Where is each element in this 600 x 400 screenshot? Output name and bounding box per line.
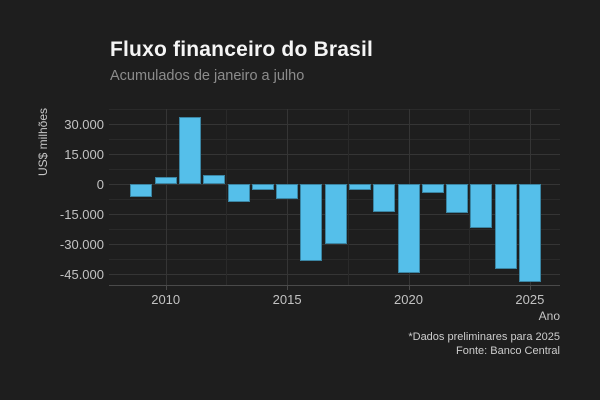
gridline-major-horizontal <box>109 124 560 125</box>
bar-2022 <box>446 184 469 214</box>
gridline-minor-horizontal <box>109 259 560 260</box>
y-tick-label: -45.000 <box>59 267 104 282</box>
gridline-major-horizontal <box>109 154 560 155</box>
bar-2017 <box>324 184 347 244</box>
x-axis-tick-mark <box>530 286 531 290</box>
gridline-minor-vertical <box>469 109 470 285</box>
bar-2016 <box>300 184 323 261</box>
bar-2024 <box>494 184 517 270</box>
bar-2015 <box>276 184 299 199</box>
y-axis-title: US$ milhões <box>36 107 50 176</box>
x-tick-label: 2025 <box>515 292 545 307</box>
bar-2018 <box>348 184 371 190</box>
caption: *Dados preliminares para 2025 Fonte: Ban… <box>408 330 560 358</box>
caption-source: Fonte: Banco Central <box>456 345 560 357</box>
y-tick-label: -15.000 <box>59 207 104 222</box>
bar-2013 <box>227 184 250 203</box>
gridline-minor-horizontal <box>109 139 560 140</box>
y-tick-label: 0 <box>96 177 104 192</box>
gridline-major-horizontal <box>109 244 560 245</box>
y-tick-label: -30.000 <box>59 237 104 252</box>
x-tick-label: 2020 <box>394 292 423 307</box>
x-tick-label: 2015 <box>272 292 302 307</box>
bar-2019 <box>373 184 396 213</box>
gridline-minor-horizontal <box>109 109 560 110</box>
bar-2025 <box>518 184 541 283</box>
gridline-major-vertical <box>166 109 167 285</box>
x-tick-label: 2010 <box>151 292 181 307</box>
x-axis-line <box>109 285 560 286</box>
y-tick-label: 30.000 <box>64 117 104 132</box>
gridline-minor-vertical <box>226 109 227 285</box>
x-axis-tick-mark <box>409 286 410 290</box>
bar-2010 <box>154 176 177 184</box>
gridline-major-horizontal <box>109 274 560 275</box>
y-tick-label: 15.000 <box>64 147 104 162</box>
x-axis-tick-mark <box>287 286 288 290</box>
bar-2011 <box>178 116 201 184</box>
chart-title: Fluxo financeiro do Brasil <box>110 38 374 61</box>
gridline-minor-horizontal <box>109 169 560 170</box>
bar-2023 <box>470 184 493 229</box>
gridline-minor-vertical <box>348 109 349 285</box>
bar-2020 <box>397 184 420 274</box>
x-axis-tick-mark <box>166 286 167 290</box>
bar-2021 <box>421 184 444 194</box>
caption-footnote: *Dados preliminares para 2025 <box>408 331 560 343</box>
x-axis-title: Ano <box>538 309 560 323</box>
bar-2009 <box>130 184 153 197</box>
chart-subtitle: Acumulados de janeiro a julho <box>110 68 305 84</box>
bar-2014 <box>251 184 274 190</box>
bar-2012 <box>203 175 226 184</box>
